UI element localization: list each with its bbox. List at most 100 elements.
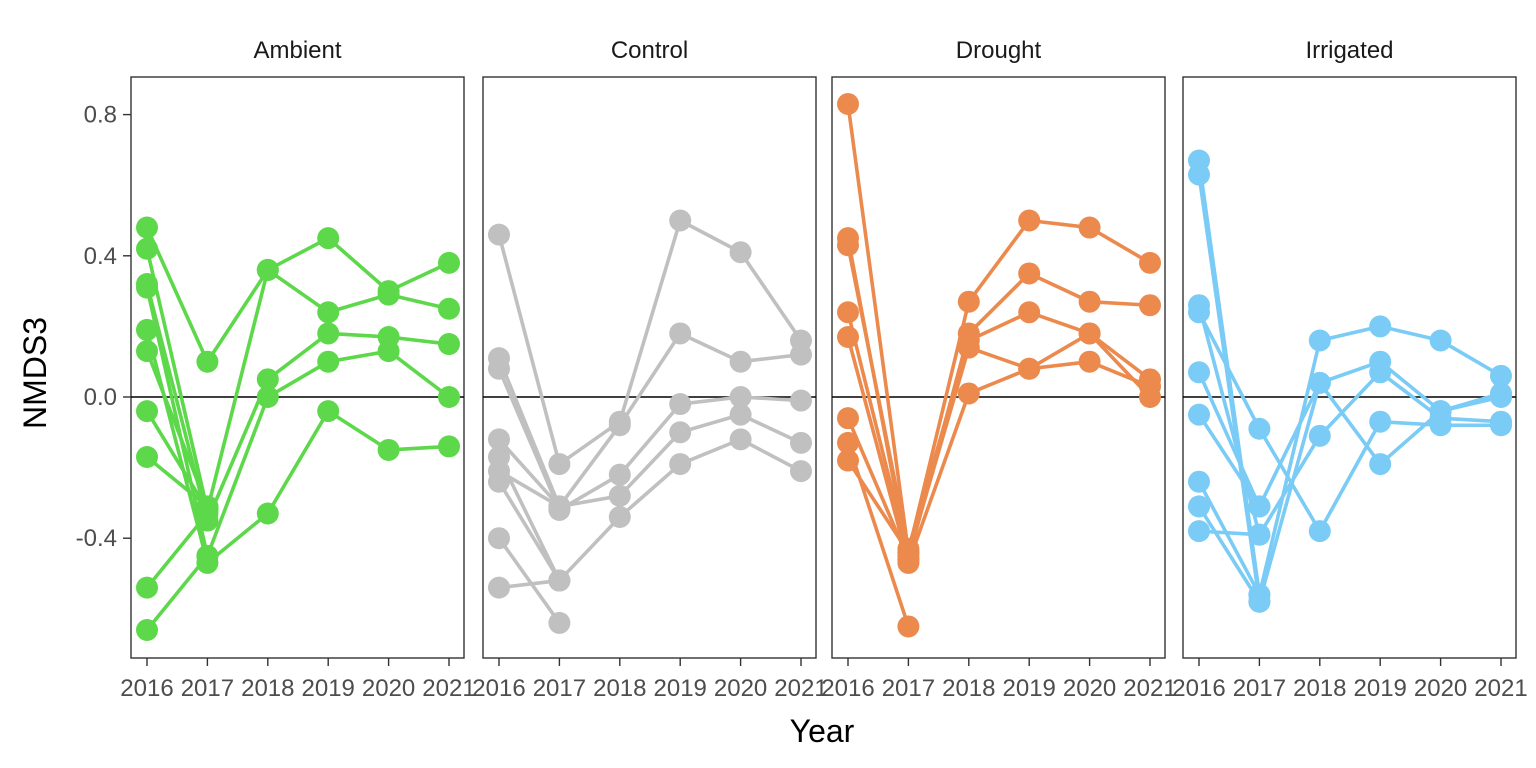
data-point [438,386,460,408]
data-point [729,350,752,373]
x-tick-label: 2019 [1003,675,1056,702]
data-point [837,407,859,430]
data-point [1188,163,1210,186]
data-point [196,544,219,567]
series-line [145,455,209,508]
data-point [1018,262,1041,285]
x-tick-label: 2021 [1474,675,1527,702]
panel-ambient: Ambient 2016 2017 2018 2019 2020 2021 [120,37,475,702]
series-line [846,331,1152,565]
data-point [1139,251,1161,274]
x-tick-label: 2016 [1172,675,1225,702]
data-point [1018,209,1041,232]
series-line [1197,413,1261,508]
series-lines [145,226,451,632]
data-point [317,322,340,345]
data-point [438,435,460,458]
data-point [669,453,692,476]
panel-title: Drought [956,37,1042,64]
data-point [488,576,510,599]
panel-title: Ambient [253,37,341,64]
panel-drought: Drought 2016 2017 2018 2019 2020 2021 [821,37,1176,702]
x-tick-label: 2017 [882,675,935,702]
data-point [1078,290,1101,313]
data-point [897,541,920,564]
y-axis: 0.8 0.4 0.0 -0.4 [76,102,131,552]
x-tick-label: 2018 [1293,675,1346,702]
data-point [136,576,158,599]
data-point [548,569,571,592]
panel-control: Control 2016 2017 2018 2019 2020 2021 [472,37,827,702]
x-tick-label: 2019 [654,675,707,702]
y-tick-label: 0.0 [84,384,117,411]
series-lines [1197,160,1502,604]
panel-irrigated: Irrigated 2016 2017 2018 2019 2020 2021 [1172,37,1527,702]
series-line [497,537,561,624]
series-line [1197,174,1502,604]
data-point [136,318,158,341]
data-point [837,431,859,454]
x-tick-label: 2018 [942,675,995,702]
series-line [497,480,561,582]
data-point [1188,403,1210,426]
panel-frame [482,76,817,659]
x-tick-label: 2016 [821,675,874,702]
data-point [790,431,812,454]
data-point [1188,470,1210,493]
data-point [837,93,859,116]
data-point [897,615,920,638]
x-tick-label: 2020 [1063,675,1116,702]
x-tick-label: 2018 [593,675,646,702]
data-point [1139,294,1161,317]
data-point [729,428,752,451]
data-point [1018,357,1041,380]
data-point [377,340,400,363]
data-point [317,350,340,373]
panel-frame [831,76,1166,659]
x-tick-label: 2017 [1233,675,1286,702]
data-point [837,449,859,472]
data-point [136,340,158,363]
series-line [145,410,209,511]
data-point [1188,301,1210,324]
x-tick-label: 2020 [362,675,415,702]
data-point [1308,329,1331,352]
series-line [497,218,803,466]
series-line [497,412,802,509]
series-line [1197,505,1261,603]
data-point [136,216,158,239]
data-point [488,470,510,493]
panel-frame [130,76,465,659]
data-point [1188,520,1210,543]
data-point [1369,453,1392,476]
data-point [488,223,510,246]
series-points [488,209,812,634]
x-tick-label: 2018 [241,675,294,702]
panels: Ambient 2016 2017 2018 2019 2020 2021 Control 20… [120,37,1527,702]
data-point [1429,329,1452,352]
data-point [1369,361,1392,384]
data-point [608,414,631,437]
panel-title: Irrigated [1305,37,1393,64]
series-lines [846,103,1152,628]
x-tick-label: 2016 [472,675,525,702]
data-point [957,290,980,313]
data-point [136,400,158,423]
data-point [317,227,340,250]
data-point [256,258,279,281]
panel-frame [1182,76,1517,659]
data-point [1188,495,1210,518]
data-point [837,301,859,324]
series-lines [497,218,803,624]
data-point [790,389,812,412]
data-point [1308,371,1331,394]
x-tick-label: 2019 [302,675,355,702]
series-line [1197,480,1261,596]
data-point [669,209,692,232]
data-point [1429,400,1452,423]
data-point [1078,216,1101,239]
series-points [837,93,1161,638]
data-point [669,322,692,345]
data-point [790,343,812,366]
y-tick-label: 0.8 [84,102,117,129]
